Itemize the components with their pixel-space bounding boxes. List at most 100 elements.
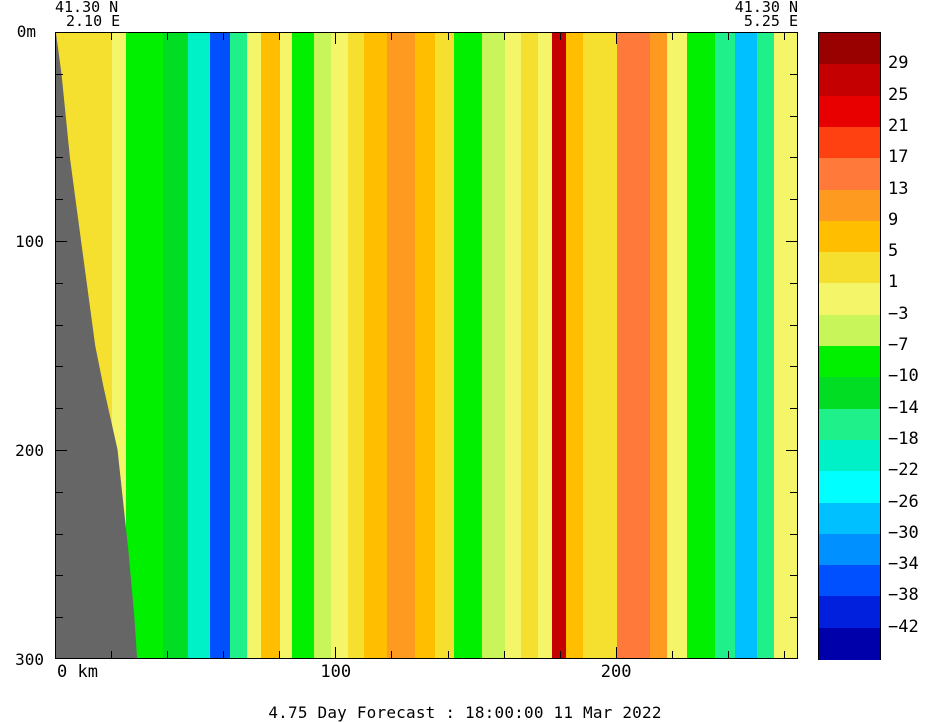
tick-mark [391, 651, 393, 659]
tick-mark [615, 647, 617, 659]
colorbar-swatch [819, 158, 880, 191]
data-column [330, 33, 349, 658]
colorbar-swatch [819, 596, 880, 629]
colorbar-level-label: 29 [888, 53, 909, 74]
data-column [714, 33, 736, 658]
colorbar-level-label: 9 [888, 209, 899, 230]
colorbar-level-label: −26 [888, 491, 919, 512]
tick-mark [279, 651, 281, 659]
tick-mark [727, 651, 729, 659]
colorbar-swatch [819, 126, 880, 160]
colorbar-swatch [819, 565, 880, 598]
tick-mark [447, 32, 449, 40]
colorbar-swatch [819, 533, 880, 567]
tick-mark [790, 324, 798, 326]
land-mask [56, 33, 138, 658]
tick-mark [167, 651, 169, 659]
tick-mark [786, 241, 798, 242]
colorbar-swatch [819, 408, 880, 441]
data-column [667, 33, 688, 658]
tick-mark [167, 32, 169, 40]
tick-mark [727, 32, 729, 40]
colorbar-level-label: 25 [888, 84, 909, 105]
colorbar-swatch [819, 189, 880, 222]
data-column [482, 33, 506, 658]
data-column [734, 33, 758, 658]
tick-mark [783, 651, 785, 659]
tick-mark [55, 533, 63, 535]
y-tick-label: 200 [15, 441, 44, 460]
tick-mark [335, 32, 337, 44]
x-tick-label: 0 km [57, 662, 98, 682]
tick-mark [55, 408, 63, 410]
colorbar-level-label: 13 [888, 178, 909, 199]
tick-mark [790, 617, 798, 619]
data-column [521, 33, 540, 658]
tick-mark [55, 324, 63, 326]
tick-mark [790, 408, 798, 410]
data-column [566, 33, 585, 658]
tick-mark [790, 575, 798, 577]
tick-mark [783, 32, 785, 40]
data-column [162, 33, 189, 658]
colorbar-swatch [819, 283, 880, 316]
data-column [126, 33, 164, 658]
y-tick-label: 300 [15, 650, 44, 669]
colorbar-level-label: 17 [888, 147, 909, 168]
colorbar-level-label: −22 [888, 460, 919, 481]
right-lat-label: 41.30 N [734, 0, 798, 16]
data-column [386, 33, 416, 658]
data-column [686, 33, 716, 658]
colorbar-swatch [819, 314, 880, 347]
y-tick-label: 0m [16, 22, 36, 41]
data-column [616, 33, 652, 658]
data-column [414, 33, 436, 658]
tick-mark [559, 32, 561, 40]
tick-mark [503, 32, 505, 40]
data-column [313, 33, 332, 658]
tick-mark [790, 73, 798, 75]
colorbar-swatch [819, 377, 880, 410]
data-column [246, 33, 262, 658]
tick-mark [279, 32, 281, 40]
tick-mark [55, 450, 67, 451]
data-column [773, 33, 797, 658]
tick-mark [55, 157, 63, 159]
tick-mark [671, 651, 673, 659]
colorbar-swatch [819, 346, 880, 379]
data-column [280, 33, 293, 658]
tick-mark [335, 647, 337, 659]
data-column [552, 33, 568, 658]
tick-mark [447, 651, 449, 659]
colorbar-level-label: 5 [888, 241, 899, 262]
colorbar-swatch [819, 64, 880, 97]
colorbar-swatch [819, 627, 880, 660]
tick-mark [111, 651, 113, 659]
colorbar-swatch [819, 502, 880, 535]
colorbar-level-label: −10 [888, 366, 919, 387]
tick-mark [790, 115, 798, 117]
data-column [756, 33, 775, 658]
colorbar-level-label: −3 [888, 303, 909, 324]
tick-mark [786, 450, 798, 451]
tick-mark [391, 32, 393, 40]
tick-mark [790, 366, 798, 368]
y-tick-label: 100 [15, 232, 44, 251]
tick-mark [55, 282, 63, 284]
tick-mark [223, 32, 225, 40]
colorbar-level-label: −34 [888, 554, 919, 575]
colorbar-swatch [819, 220, 880, 254]
colorbar-level-label: 1 [888, 272, 899, 293]
tick-mark [559, 651, 561, 659]
tick-mark [671, 32, 673, 40]
colorbar-swatch [819, 33, 880, 66]
tick-mark [790, 157, 798, 159]
header-right-coords: 41.30 N 5.25 E [708, 0, 798, 29]
tick-mark [55, 575, 63, 577]
colorbar-swatch [819, 439, 880, 473]
data-column [210, 33, 231, 658]
data-column [583, 33, 618, 658]
colorbar-level-label: −42 [888, 616, 919, 637]
header-left-coords: 41.30 N 2.10 E [55, 0, 135, 29]
colorbar [818, 32, 881, 660]
